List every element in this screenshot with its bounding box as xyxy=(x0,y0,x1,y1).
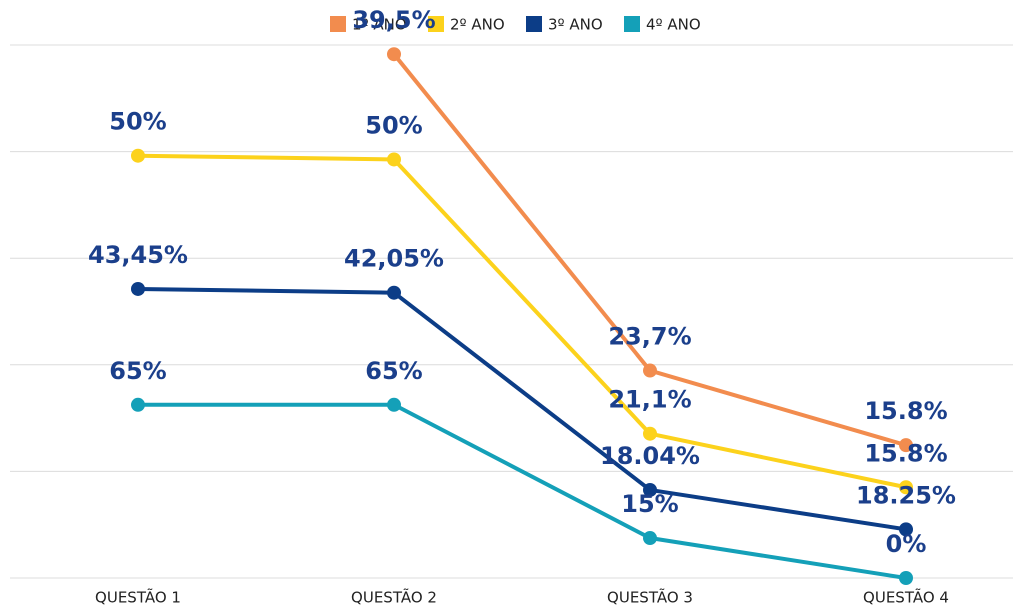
series-line xyxy=(138,402,907,580)
data-point xyxy=(643,363,657,378)
data-label: 43,45% xyxy=(88,241,188,269)
legend-label: 3º ANO xyxy=(548,16,603,34)
data-point xyxy=(899,522,913,537)
data-label: 15.8% xyxy=(864,397,947,425)
data-label: 39,5% xyxy=(352,6,435,34)
data-label: 15.8% xyxy=(864,439,947,467)
data-label: 21,1% xyxy=(608,386,691,414)
data-point xyxy=(131,148,145,163)
data-point xyxy=(899,480,913,495)
data-label: 0% xyxy=(886,530,927,558)
data-label: 42,05% xyxy=(344,245,444,273)
data-point xyxy=(131,397,145,412)
data-point xyxy=(387,152,401,167)
x-tick-label: QUESTÃO 1 xyxy=(95,588,181,607)
x-tick-label: QUESTÃO 4 xyxy=(863,588,949,607)
data-point xyxy=(899,438,913,453)
series-line xyxy=(137,286,907,532)
data-label: 18.25% xyxy=(856,481,956,509)
x-tick-label: QUESTÃO 2 xyxy=(351,588,437,607)
legend-swatch xyxy=(330,16,346,32)
data-point xyxy=(643,531,657,546)
legend-swatch xyxy=(428,16,444,32)
data-label: 15% xyxy=(621,490,678,518)
x-tick-label: QUESTÃO 3 xyxy=(607,588,693,607)
legend-label: 4º ANO xyxy=(646,16,701,34)
data-label: 23,7% xyxy=(608,323,691,351)
data-point xyxy=(387,397,401,412)
data-point xyxy=(643,426,657,441)
data-point xyxy=(387,285,401,300)
series-line xyxy=(137,153,907,490)
legend-label: 2º ANO xyxy=(450,16,505,34)
data-point xyxy=(643,482,657,497)
legend-swatch xyxy=(624,16,640,32)
data-label: 50% xyxy=(109,108,166,136)
legend-swatch xyxy=(526,16,542,32)
data-point xyxy=(387,47,401,62)
data-label: 65% xyxy=(365,357,422,385)
data-label: 50% xyxy=(365,111,422,139)
data-point xyxy=(131,281,145,296)
legend-label: 1º ANO xyxy=(352,16,407,34)
data-label: 18.04% xyxy=(600,442,700,470)
data-label: 65% xyxy=(109,357,166,385)
data-point xyxy=(899,571,913,585)
